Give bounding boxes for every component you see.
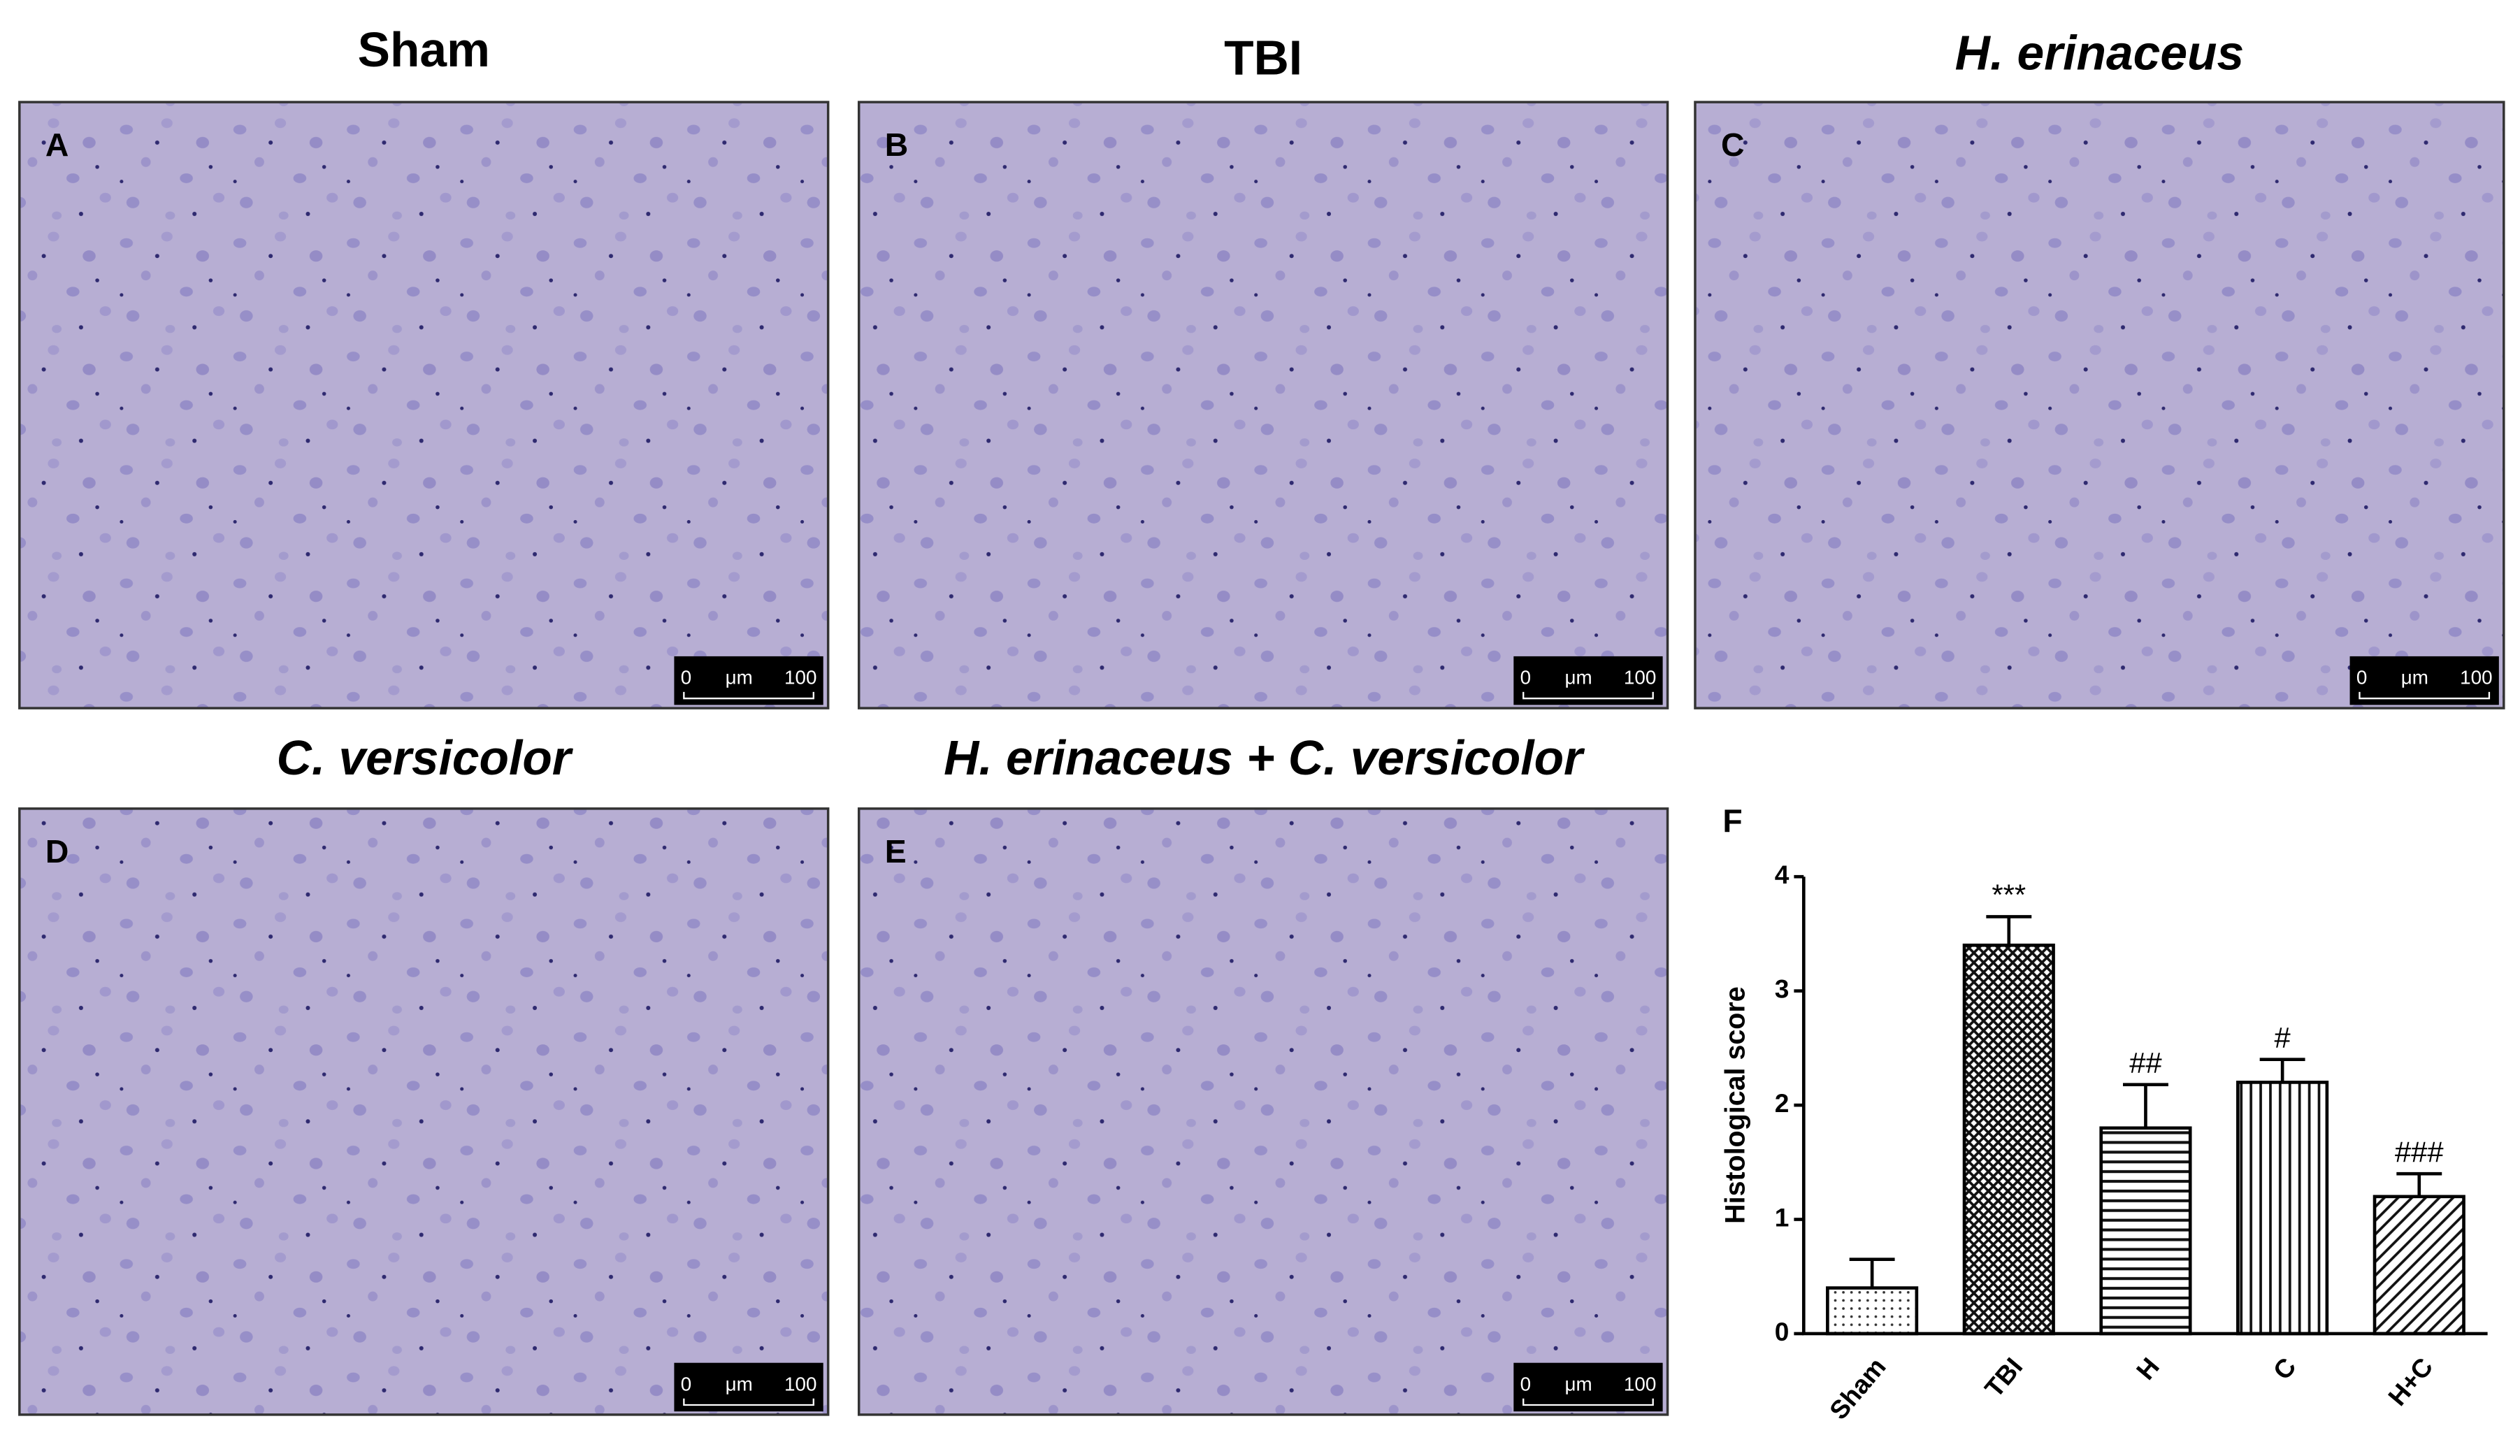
x-tick-label: TBI [1979,1352,2029,1403]
panel-title: H. erinaceus + C. versicolor [944,730,1585,785]
panel-title: Sham [358,22,490,77]
micrograph [18,807,830,1416]
error-bar [2396,1172,2442,1197]
scale-ruler [1522,691,1654,700]
error-bar [1986,915,2032,946]
scale-ruler [1522,1398,1654,1406]
panel-title: TBI [1224,30,1302,85]
scale-start: 0 [681,1373,691,1394]
x-tick-label: H+C [2382,1352,2439,1411]
x-tick-label: Sham [1824,1352,1892,1425]
annotation: ## [2129,1046,2161,1079]
axes [1801,877,2488,1336]
scale-unit: μm [1564,667,1592,689]
scale-bar-box [1513,656,1663,705]
micrograph [18,101,830,709]
y-tick-label: 0 [1775,1317,1790,1346]
scale-ruler [683,1398,814,1406]
annotation: ### [2395,1135,2444,1168]
bar [2236,1081,2329,1336]
scale-start: 0 [1520,1373,1531,1394]
panel-letter: C [1721,127,1744,163]
x-tick-label: H [2131,1352,2165,1385]
scale-ruler [683,691,814,700]
error-bar [2259,1058,2305,1083]
y-tick-label: 2 [1775,1088,1790,1118]
scale-end: 100 [1624,1373,1656,1394]
scale-start: 0 [2356,667,2367,689]
annotation: # [2275,1021,2291,1054]
scale-start: 0 [681,667,691,689]
scale-unit: μm [2401,667,2428,689]
scale-bar-box [674,1362,823,1412]
scale-end: 100 [784,667,816,689]
y-tick-label: 3 [1775,974,1790,1003]
y-axis-label: Histological score [1720,986,1751,1223]
y-tick-label: 1 [1775,1202,1790,1232]
bar [2373,1195,2465,1336]
micrograph [1694,101,2505,709]
panel-letter: B [885,127,908,163]
scale-bar-box [1513,1362,1663,1412]
scale-bar-box [2349,656,2499,705]
panel-letter: A [45,127,69,163]
scale-unit: μm [726,667,753,689]
panel-letter: D [45,833,69,870]
bar [1826,1286,1919,1336]
panel-title: C. versicolor [277,730,574,785]
y-tick-label: 4 [1775,860,1790,889]
error-bar [1849,1257,1895,1288]
x-tick-label: C [2267,1352,2301,1385]
scale-end: 100 [1624,667,1656,689]
micrograph [857,101,1669,709]
bar [1962,943,2055,1336]
scale-bar-box [674,656,823,705]
scale-unit: μm [1564,1373,1592,1394]
scale-end: 100 [2460,667,2492,689]
panel-letter: F [1722,802,1742,839]
scale-end: 100 [784,1373,816,1394]
error-bar [2122,1083,2168,1128]
annotation: *** [1992,879,2026,911]
scale-ruler [2359,691,2491,700]
panel-title: H. erinaceus [1955,26,2245,80]
scale-start: 0 [1520,667,1531,689]
panel-letter: E [885,833,907,870]
micrograph [857,807,1669,1416]
bar [2099,1126,2192,1336]
scale-unit: μm [726,1373,753,1394]
